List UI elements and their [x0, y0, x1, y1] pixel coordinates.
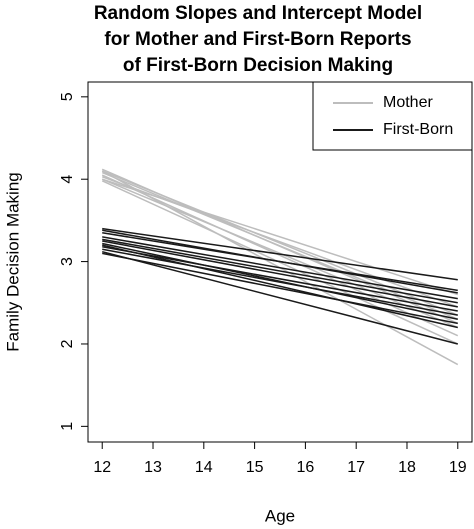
- y-tick-label: 3: [59, 257, 76, 266]
- series-line: [102, 246, 458, 312]
- chart-title: of First-Born Decision Making: [123, 55, 393, 76]
- y-tick-label: 1: [59, 422, 76, 431]
- legend-box: [312, 81, 473, 151]
- series-line: [101, 178, 459, 329]
- series-line: [101, 178, 459, 296]
- series-line: [101, 174, 459, 337]
- x-tick-label: 17: [347, 459, 365, 476]
- series-line: [102, 250, 458, 345]
- x-tick-label: 18: [398, 459, 416, 476]
- y-tick-label: 4: [59, 175, 76, 184]
- series-line: [102, 248, 458, 316]
- x-tick-label: 16: [296, 459, 314, 476]
- series-line: [102, 244, 458, 329]
- series-line: [101, 170, 459, 316]
- chart-title: Random Slopes and Intercept Model: [94, 3, 422, 24]
- x-tick-label: 12: [93, 459, 111, 476]
- x-tick-label: 19: [449, 459, 467, 476]
- series-line: [102, 227, 458, 281]
- series-line: [102, 252, 458, 325]
- y-tick-label: 5: [59, 92, 76, 101]
- series-line: [102, 242, 458, 320]
- series-line: [102, 236, 458, 300]
- x-axis-label: Age: [265, 506, 295, 525]
- series-line: [101, 171, 459, 320]
- y-axis-label: Family Decision Making: [3, 172, 22, 352]
- legend-label: First-Born: [383, 121, 453, 138]
- series-line: [102, 240, 458, 308]
- y-tick-label: 2: [59, 339, 76, 348]
- x-tick-label: 15: [246, 459, 264, 476]
- series-line: [101, 180, 459, 345]
- x-tick-label: 13: [144, 459, 162, 476]
- x-tick-label: 14: [195, 459, 213, 476]
- series-line: [102, 238, 458, 304]
- series-line: [102, 232, 458, 292]
- legend-label: Mother: [383, 94, 433, 111]
- chart-title: for Mother and First-Born Reports: [104, 29, 411, 50]
